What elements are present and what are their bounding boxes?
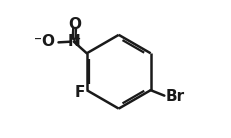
Text: O: O	[68, 17, 81, 32]
Text: N: N	[67, 34, 80, 49]
Text: ⁻O: ⁻O	[34, 34, 55, 49]
Text: Br: Br	[165, 89, 184, 104]
Text: +: +	[72, 34, 81, 44]
Text: F: F	[75, 85, 85, 100]
